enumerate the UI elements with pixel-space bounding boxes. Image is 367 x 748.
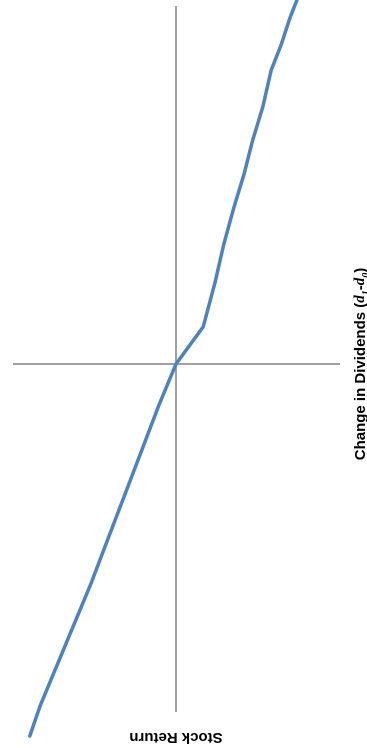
- y-axis-label: Stock Return: [129, 729, 222, 746]
- series-line: [28, 0, 299, 738]
- x-axis-label: Change in Dividends (d1-d0): [352, 268, 367, 461]
